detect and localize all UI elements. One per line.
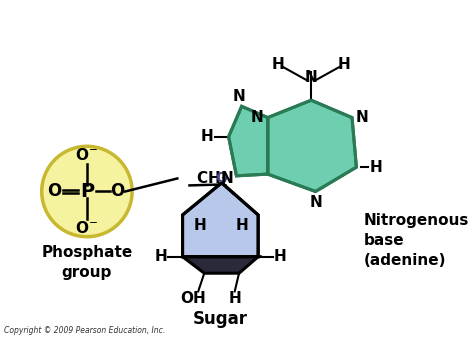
Text: P: P — [80, 182, 94, 201]
Text: Phosphate
group: Phosphate group — [41, 245, 132, 280]
Text: H: H — [155, 249, 167, 264]
Text: H: H — [272, 57, 285, 72]
Polygon shape — [228, 106, 268, 176]
Circle shape — [42, 146, 132, 237]
Text: O$^{-}$: O$^{-}$ — [76, 147, 98, 163]
Text: CH$_2$: CH$_2$ — [196, 169, 228, 188]
Text: N: N — [305, 70, 317, 85]
Text: OH: OH — [180, 291, 206, 306]
Text: Nitrogenous
base
(adenine): Nitrogenous base (adenine) — [363, 213, 469, 268]
Text: N: N — [251, 110, 263, 125]
Text: O: O — [47, 183, 61, 200]
Text: H: H — [235, 218, 248, 233]
Polygon shape — [183, 257, 258, 273]
Polygon shape — [268, 100, 356, 192]
Text: N: N — [356, 110, 368, 125]
Text: H: H — [338, 57, 350, 72]
Text: O: O — [216, 171, 228, 185]
Text: Sugar: Sugar — [193, 310, 247, 328]
Text: H: H — [273, 249, 286, 264]
Text: O: O — [110, 183, 124, 200]
Text: N: N — [309, 195, 322, 210]
Text: N: N — [233, 89, 245, 104]
Text: H: H — [193, 218, 206, 233]
Text: O$^{-}$: O$^{-}$ — [76, 220, 98, 236]
Text: H: H — [201, 129, 213, 144]
Text: H: H — [228, 291, 241, 306]
Text: H: H — [369, 160, 382, 175]
Text: Copyright © 2009 Pearson Education, Inc.: Copyright © 2009 Pearson Education, Inc. — [4, 326, 166, 335]
Text: N: N — [220, 171, 233, 186]
Polygon shape — [183, 183, 258, 257]
